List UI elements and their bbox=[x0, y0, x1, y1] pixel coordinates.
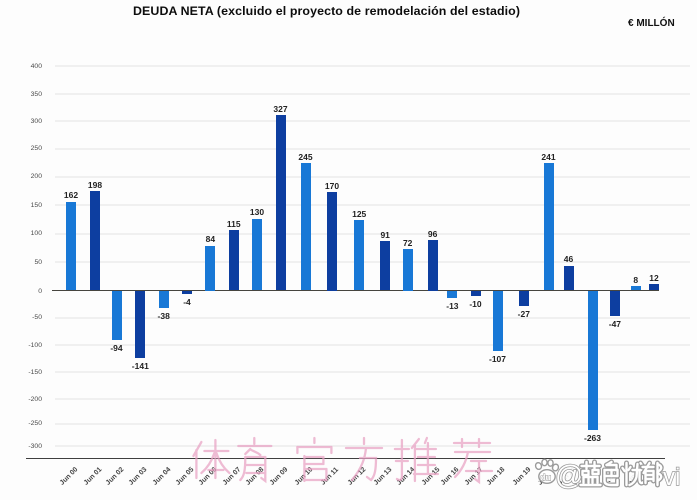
svg-text:vi: vi bbox=[663, 464, 680, 491]
svg-text:du: du bbox=[540, 473, 551, 483]
